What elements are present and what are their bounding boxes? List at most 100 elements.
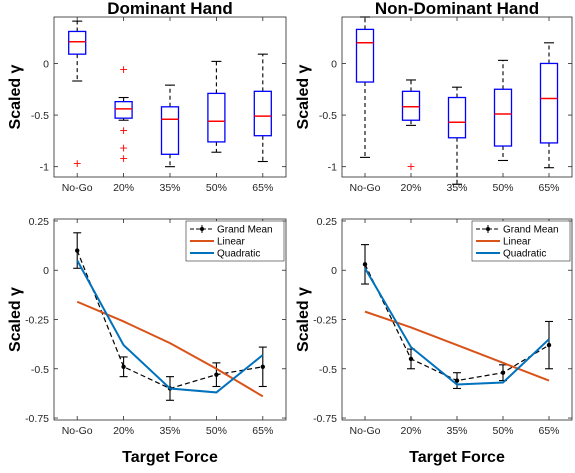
quadratic-line xyxy=(76,259,264,394)
x-tick-label: 50% xyxy=(492,425,513,437)
legend-label: Quadratic xyxy=(217,249,260,260)
box-3 xyxy=(207,60,226,153)
dominant-box-panel: -1 -0.5 0 No-Go 20% 35% 50% 65% Dominant Hand Sca… xyxy=(7,0,287,194)
x-tick-label: 20% xyxy=(113,425,134,437)
legend-label: Grand Mean xyxy=(217,225,273,236)
y-tick-label: -0.25 xyxy=(313,315,337,327)
mean-point xyxy=(408,356,414,362)
chart-title: Non-Dominant Hand xyxy=(375,0,539,18)
y-tick-label: 0.25 xyxy=(29,216,50,228)
legend-label: Linear xyxy=(503,237,531,248)
x-tick-label: 65% xyxy=(252,182,273,194)
x-tick-label: 35% xyxy=(159,182,180,194)
x-tick-label: 50% xyxy=(206,182,227,194)
y-tick-label: -0.25 xyxy=(25,315,49,327)
grand-mean-line xyxy=(76,250,263,390)
box-3 xyxy=(493,59,513,162)
mean-point xyxy=(454,378,460,383)
x-tick-label: 65% xyxy=(538,182,559,194)
y-tick-label: -1 xyxy=(328,162,337,174)
mean-point xyxy=(546,342,552,348)
nondominant-fit-panel: 0.25 0 -0.25 -0.5 -0.75 No-Go 20% 35% 50% 65% Scal… xyxy=(295,216,573,466)
box-iqr xyxy=(401,90,421,121)
dominant-fit-panel: 0.25 0 -0.25 -0.5 -0.75 No-Go 20% 35% 50% 65% Scal… xyxy=(7,216,287,466)
y-tick-label: -1 xyxy=(40,162,49,174)
y-tick-label: -0.5 xyxy=(319,364,337,376)
box-0: + xyxy=(68,20,87,170)
x-axis-label: Target Force xyxy=(122,449,218,466)
mean-point xyxy=(362,262,368,267)
y-tick-label: -0.75 xyxy=(313,413,337,425)
y-axis-label: Scaled γ xyxy=(295,64,312,129)
legend-label: Linear xyxy=(217,237,245,248)
y-axis-label: Scaled γ xyxy=(7,287,24,352)
x-tick-label: 20% xyxy=(400,425,421,437)
x-tick-label: 50% xyxy=(206,425,227,437)
series-linear xyxy=(364,310,550,382)
x-tick-label: 35% xyxy=(159,425,180,437)
x-tick-label: 65% xyxy=(252,425,273,437)
y-tick-label: -0.5 xyxy=(319,110,337,122)
y-axis-label: Scaled γ xyxy=(295,287,312,352)
legend-label: Grand Mean xyxy=(503,225,559,236)
outlier-point: + xyxy=(119,124,128,137)
x-tick-label: No-Go xyxy=(62,425,93,437)
outlier-point: + xyxy=(406,160,415,173)
y-tick-label: -0.5 xyxy=(31,110,49,122)
y-tick-label: 0 xyxy=(331,265,337,277)
mean-point xyxy=(75,248,80,253)
legend-swatch-point xyxy=(486,227,490,231)
x-tick-label: No-Go xyxy=(350,425,381,437)
outlier-point: + xyxy=(73,157,82,170)
box-iqr xyxy=(160,106,180,155)
x-tick-label: 65% xyxy=(538,425,559,437)
x-tick-label: 50% xyxy=(492,182,513,194)
x-tick-label: 35% xyxy=(446,425,467,437)
mean-point xyxy=(260,364,265,369)
x-tick-label: No-Go xyxy=(62,182,93,194)
y-tick-label: 0 xyxy=(43,58,49,70)
mean-point xyxy=(121,364,126,369)
outlier-point: + xyxy=(119,152,128,165)
box-2 xyxy=(160,84,180,168)
x-tick-label: 20% xyxy=(113,182,134,194)
box-iqr xyxy=(493,88,513,147)
mean-point xyxy=(500,370,506,375)
nondominant-box-panel: -1 -0.5 0 No-Go 20% 35% 50% 65% Non-Dominant Han… xyxy=(295,0,573,194)
box-4 xyxy=(539,42,559,169)
box-iqr xyxy=(355,28,375,83)
outlier-point: + xyxy=(119,63,128,76)
legend-label: Quadratic xyxy=(503,249,546,260)
box-1: ++++ xyxy=(114,63,133,165)
box-4 xyxy=(253,53,272,163)
box-iqr xyxy=(68,30,87,55)
box-iqr xyxy=(114,100,133,119)
outlier-point: + xyxy=(119,142,128,155)
mean-point xyxy=(214,372,219,377)
box-iqr xyxy=(539,62,559,144)
chart-title: Dominant Hand xyxy=(107,0,233,18)
box-iqr xyxy=(207,92,226,143)
x-tick-label: No-Go xyxy=(350,182,381,194)
x-axis-label: Target Force xyxy=(409,449,505,466)
box-iqr xyxy=(447,96,467,139)
grand-mean-line xyxy=(364,264,550,382)
box-2 xyxy=(447,86,467,185)
quadratic-line xyxy=(364,267,550,386)
x-tick-label: 35% xyxy=(446,182,467,194)
series-quadratic xyxy=(364,267,550,386)
linear-line xyxy=(364,310,550,382)
legend-swatch-point xyxy=(200,227,204,231)
y-axis-label: Scaled γ xyxy=(7,64,24,129)
box-0 xyxy=(355,16,375,158)
y-tick-label: 0 xyxy=(331,58,337,70)
box-iqr xyxy=(253,90,272,137)
y-tick-label: 0.25 xyxy=(317,216,338,228)
y-tick-label: -0.75 xyxy=(25,413,49,425)
series-quadratic xyxy=(76,259,264,394)
series-grand-mean xyxy=(361,244,553,390)
y-tick-label: 0 xyxy=(43,265,49,277)
